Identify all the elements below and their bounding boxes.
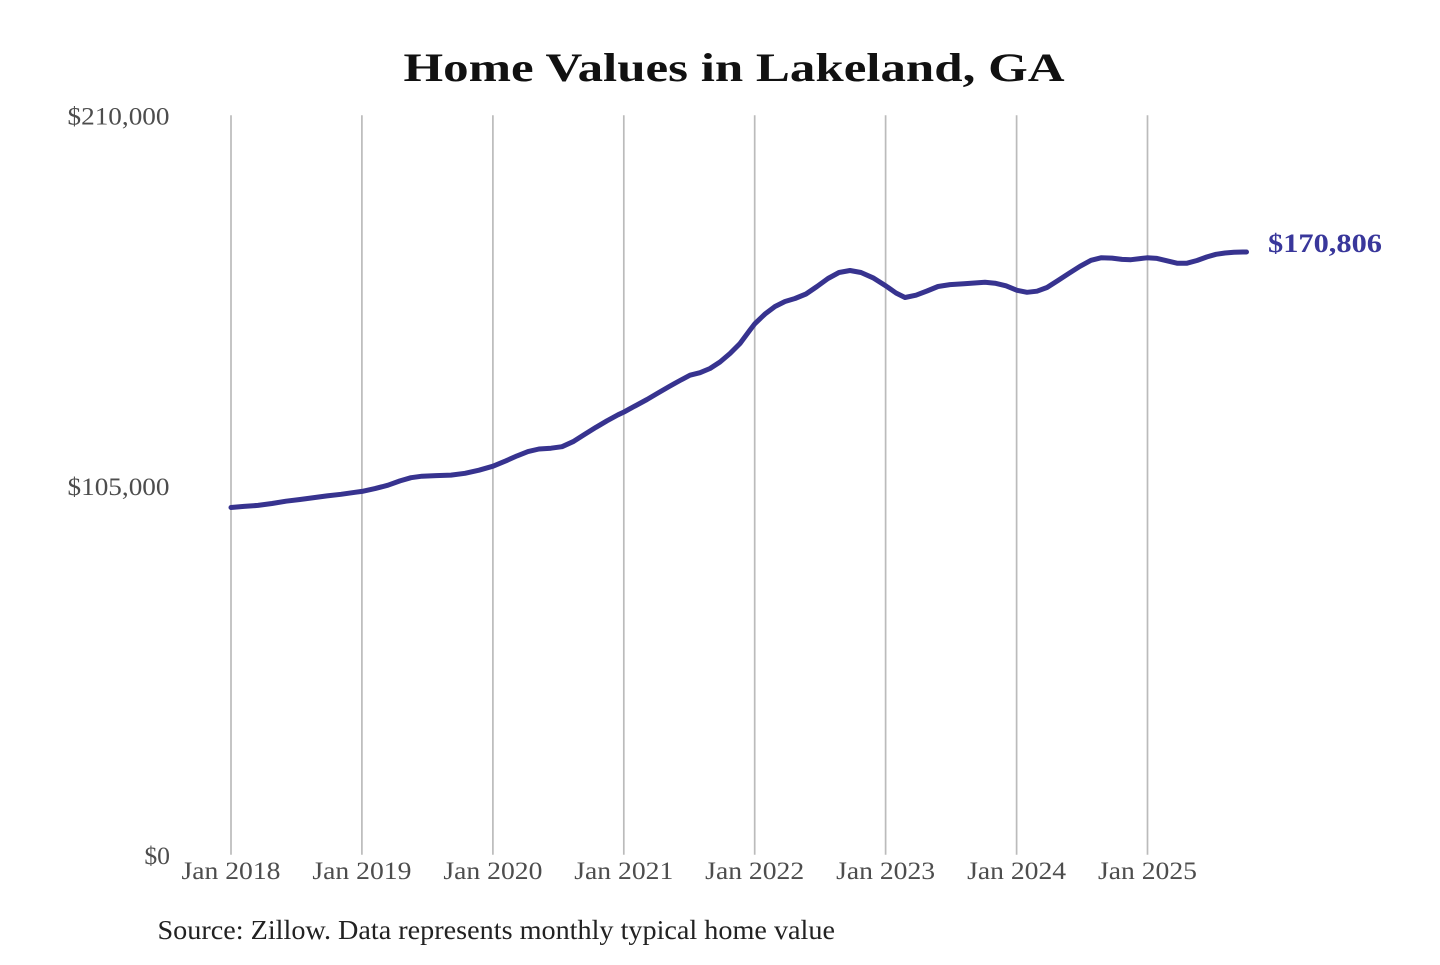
svg-text:Jan 2020: Jan 2020 bbox=[443, 856, 542, 885]
svg-text:$105,000: $105,000 bbox=[68, 472, 170, 501]
svg-text:Jan 2025: Jan 2025 bbox=[1098, 856, 1197, 885]
svg-text:Jan 2022: Jan 2022 bbox=[705, 856, 804, 885]
svg-text:$170,806: $170,806 bbox=[1268, 228, 1382, 258]
svg-text:Home Values in Lakeland, GA: Home Values in Lakeland, GA bbox=[404, 45, 1065, 90]
svg-text:Source: Zillow. Data represent: Source: Zillow. Data represents monthly … bbox=[158, 915, 836, 945]
svg-text:Jan 2018: Jan 2018 bbox=[182, 856, 281, 885]
svg-text:Jan 2021: Jan 2021 bbox=[574, 856, 673, 885]
svg-text:Jan 2019: Jan 2019 bbox=[312, 856, 411, 885]
svg-text:Jan 2023: Jan 2023 bbox=[836, 856, 935, 885]
svg-text:Jan 2024: Jan 2024 bbox=[967, 856, 1066, 885]
svg-text:$0: $0 bbox=[144, 841, 170, 870]
svg-text:$210,000: $210,000 bbox=[68, 102, 170, 131]
